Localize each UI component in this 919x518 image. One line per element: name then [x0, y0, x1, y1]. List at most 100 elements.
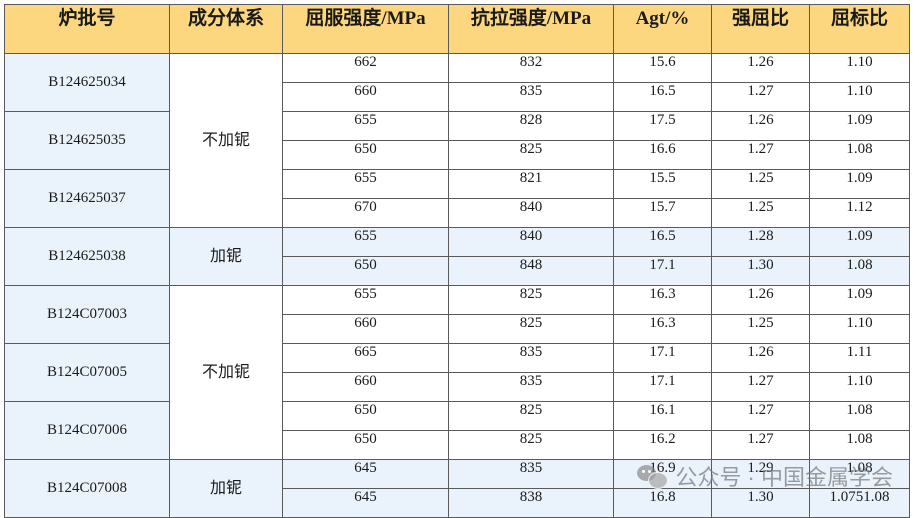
cell-ratio: 1.27 — [712, 83, 810, 112]
cell-std-ratio: 1.09 — [810, 228, 910, 257]
cell-std-ratio: 1.08 — [810, 141, 910, 170]
cell-ratio: 1.28 — [712, 228, 810, 257]
data-table: 炉批号 成分体系 屈服强度/MPa 抗拉强度/MPa Agt/% 强屈比 屈标比… — [4, 4, 910, 518]
cell-tensile: 825 — [449, 431, 614, 460]
cell-std-ratio: 1.10 — [810, 373, 910, 402]
cell-tensile: 825 — [449, 402, 614, 431]
cell-tensile: 828 — [449, 112, 614, 141]
cell-ratio: 1.27 — [712, 141, 810, 170]
cell-std-ratio: 1.08 — [810, 431, 910, 460]
cell-ratio: 1.29 — [712, 460, 810, 489]
cell-yield: 650 — [283, 431, 449, 460]
cell-tensile: 832 — [449, 54, 614, 83]
cell-agt: 16.6 — [614, 141, 712, 170]
cell-std-ratio: 1.10 — [810, 54, 910, 83]
header-system: 成分体系 — [170, 5, 283, 54]
cell-tensile: 835 — [449, 83, 614, 112]
batch-id-cell: B124625035 — [5, 112, 170, 170]
cell-tensile: 825 — [449, 141, 614, 170]
cell-std-ratio: 1.0751.08 — [810, 489, 910, 518]
batch-id-cell: B124C07005 — [5, 344, 170, 402]
batch-id-cell: B124C07003 — [5, 286, 170, 344]
cell-agt: 17.5 — [614, 112, 712, 141]
cell-std-ratio: 1.08 — [810, 460, 910, 489]
header-agt: Agt/% — [614, 5, 712, 54]
table-row: B124C07003 不加铌 655 825 16.3 1.26 1.09 — [5, 286, 910, 315]
cell-ratio: 1.25 — [712, 315, 810, 344]
cell-tensile: 848 — [449, 257, 614, 286]
cell-std-ratio: 1.12 — [810, 199, 910, 228]
cell-yield: 655 — [283, 170, 449, 199]
batch-id-cell: B124625038 — [5, 228, 170, 286]
cell-yield: 655 — [283, 286, 449, 315]
cell-ratio: 1.26 — [712, 54, 810, 83]
cell-ratio: 1.27 — [712, 431, 810, 460]
cell-agt: 16.5 — [614, 228, 712, 257]
header-strength-yield-ratio: 强屈比 — [712, 5, 810, 54]
cell-agt: 16.9 — [614, 460, 712, 489]
cell-ratio: 1.26 — [712, 286, 810, 315]
table-row: B124625037 655 821 15.5 1.25 1.09 — [5, 170, 910, 199]
cell-ratio: 1.26 — [712, 344, 810, 373]
cell-yield: 645 — [283, 489, 449, 518]
cell-yield: 655 — [283, 228, 449, 257]
cell-yield: 660 — [283, 315, 449, 344]
header-yield-std-ratio: 屈标比 — [810, 5, 910, 54]
cell-ratio: 1.30 — [712, 257, 810, 286]
cell-yield: 662 — [283, 54, 449, 83]
cell-tensile: 825 — [449, 286, 614, 315]
cell-agt: 15.6 — [614, 54, 712, 83]
cell-tensile: 840 — [449, 199, 614, 228]
table-row: B124C07005 665 835 17.1 1.26 1.11 — [5, 344, 910, 373]
batch-id-cell: B124C07008 — [5, 460, 170, 518]
cell-agt: 17.1 — [614, 257, 712, 286]
cell-tensile: 835 — [449, 460, 614, 489]
cell-tensile: 835 — [449, 373, 614, 402]
cell-std-ratio: 1.09 — [810, 170, 910, 199]
cell-yield: 650 — [283, 402, 449, 431]
composition-system-cell: 不加铌 — [170, 286, 283, 460]
table-row: B124625034 不加铌 662 832 15.6 1.26 1.10 — [5, 54, 910, 83]
cell-tensile: 825 — [449, 315, 614, 344]
cell-tensile: 838 — [449, 489, 614, 518]
table-row: B124C07008 加铌 645 835 16.9 1.29 1.08 — [5, 460, 910, 489]
batch-id-cell: B124625034 — [5, 54, 170, 112]
cell-yield: 650 — [283, 141, 449, 170]
cell-yield: 650 — [283, 257, 449, 286]
header-row: 炉批号 成分体系 屈服强度/MPa 抗拉强度/MPa Agt/% 强屈比 屈标比 — [5, 5, 910, 54]
cell-yield: 665 — [283, 344, 449, 373]
cell-agt: 16.8 — [614, 489, 712, 518]
cell-tensile: 835 — [449, 344, 614, 373]
cell-ratio: 1.26 — [712, 112, 810, 141]
cell-std-ratio: 1.11 — [810, 344, 910, 373]
batch-id-cell: B124C07006 — [5, 402, 170, 460]
cell-std-ratio: 1.09 — [810, 112, 910, 141]
cell-agt: 16.5 — [614, 83, 712, 112]
cell-ratio: 1.27 — [712, 402, 810, 431]
table-row: B124C07006 650 825 16.1 1.27 1.08 — [5, 402, 910, 431]
cell-agt: 15.7 — [614, 199, 712, 228]
table-row: B124625038 加铌 655 840 16.5 1.28 1.09 — [5, 228, 910, 257]
composition-system-cell: 不加铌 — [170, 54, 283, 228]
composition-system-cell: 加铌 — [170, 460, 283, 518]
cell-ratio: 1.25 — [712, 170, 810, 199]
cell-ratio: 1.30 — [712, 489, 810, 518]
cell-std-ratio: 1.09 — [810, 286, 910, 315]
composition-system-cell: 加铌 — [170, 228, 283, 286]
cell-yield: 660 — [283, 373, 449, 402]
cell-ratio: 1.25 — [712, 199, 810, 228]
cell-ratio: 1.27 — [712, 373, 810, 402]
cell-yield: 670 — [283, 199, 449, 228]
header-tensile: 抗拉强度/MPa — [449, 5, 614, 54]
cell-std-ratio: 1.08 — [810, 402, 910, 431]
cell-yield: 645 — [283, 460, 449, 489]
cell-tensile: 821 — [449, 170, 614, 199]
cell-agt: 17.1 — [614, 344, 712, 373]
cell-agt: 16.1 — [614, 402, 712, 431]
cell-agt: 16.2 — [614, 431, 712, 460]
cell-yield: 655 — [283, 112, 449, 141]
header-yield: 屈服强度/MPa — [283, 5, 449, 54]
batch-id-cell: B124625037 — [5, 170, 170, 228]
cell-std-ratio: 1.08 — [810, 257, 910, 286]
cell-std-ratio: 1.10 — [810, 315, 910, 344]
